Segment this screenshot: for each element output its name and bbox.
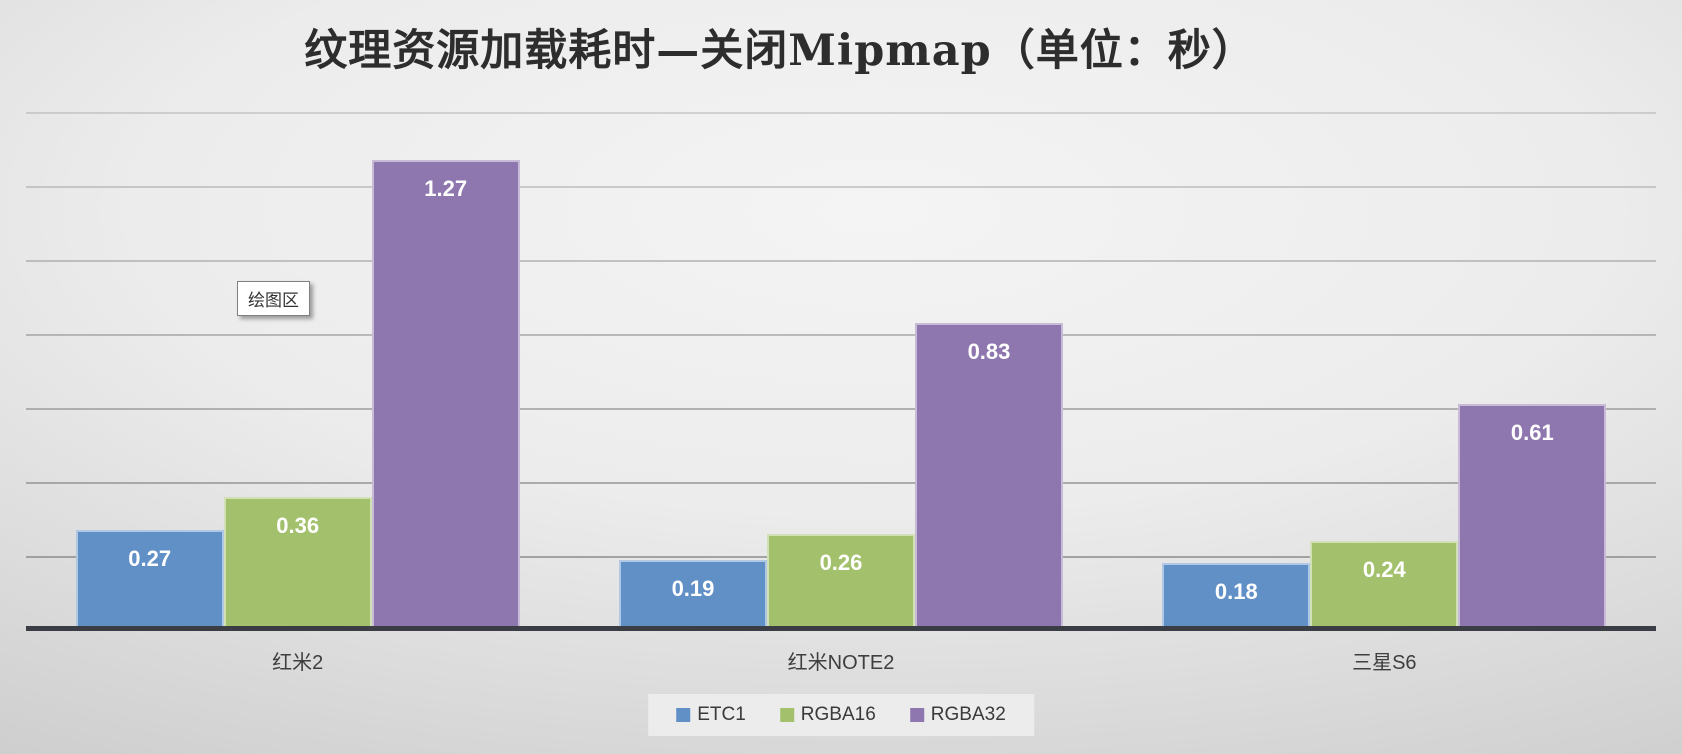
bar-value-label: 0.83 [967,339,1011,364]
bar-etc1-3[interactable]: 0.18 [1162,563,1311,630]
bar-value-label: 1.27 [424,176,468,201]
legend-item-rgba32[interactable]: RGBA32 [909,704,1006,726]
plot-area[interactable]: 0.27 0.36 1.27 0.19 0.26 0.83 0.18 0.24 0.61 [26,112,1656,630]
chart-title: 纹理资源加载耗时—关闭Mipmap（单位：秒） [304,26,1256,76]
gridline [26,186,1656,188]
gridline [26,482,1656,484]
x-axis-line [26,626,1656,631]
category-label-3: 三星S6 [1352,652,1417,674]
bar-rgba32-3[interactable]: 0.61 [1458,404,1607,630]
bar-rgba16-1[interactable]: 0.36 [223,497,372,630]
legend-label: RGBA32 [930,704,1006,725]
bar-value-label: 0.36 [276,513,320,538]
gridline [26,260,1656,262]
plot-area-tooltip: 绘图区 [237,281,310,316]
bar-groups: 0.27 0.36 1.27 0.19 0.26 0.83 0.18 0.24 0.61 [26,112,1656,630]
bar-group-2: 0.19 0.26 0.83 [569,112,1112,630]
bar-value-label: 0.18 [1214,579,1258,604]
bar-value-label: 0.24 [1362,557,1406,582]
bar-value-label: 0.26 [819,550,863,575]
bar-rgba16-3[interactable]: 0.24 [1310,541,1459,630]
bar-rgba32-1[interactable]: 1.27 [371,160,520,630]
legend-swatch-icon [779,708,794,722]
gridline [26,112,1656,114]
legend[interactable]: ETC1 RGBA16 RGBA32 [648,694,1034,736]
legend-item-etc1[interactable]: ETC1 [676,704,746,726]
bar-value-label: 0.61 [1510,420,1554,445]
bar-rgba16-2[interactable]: 0.26 [766,534,915,630]
legend-label: ETC1 [697,704,746,725]
legend-swatch-icon [909,708,924,722]
bar-etc1-1[interactable]: 0.27 [75,530,224,630]
bar-group-3: 0.18 0.24 0.61 [1113,112,1656,630]
legend-label: RGBA16 [800,704,876,725]
bar-rgba32-2[interactable]: 0.83 [914,323,1063,630]
bar-etc1-2[interactable]: 0.19 [618,560,767,630]
category-label-1: 红米2 [272,652,324,674]
bar-value-label: 0.19 [671,576,715,601]
category-label-2: 红米NOTE2 [787,652,895,674]
gridline [26,334,1656,336]
bar-value-label: 0.27 [128,546,172,571]
category-axis: 红米2 红米NOTE2 三星S6 [26,646,1656,675]
bar-group-1: 0.27 0.36 1.27 [26,112,569,630]
legend-item-rgba16[interactable]: RGBA16 [779,704,876,726]
gridline [26,408,1656,410]
legend-swatch-icon [676,708,691,722]
